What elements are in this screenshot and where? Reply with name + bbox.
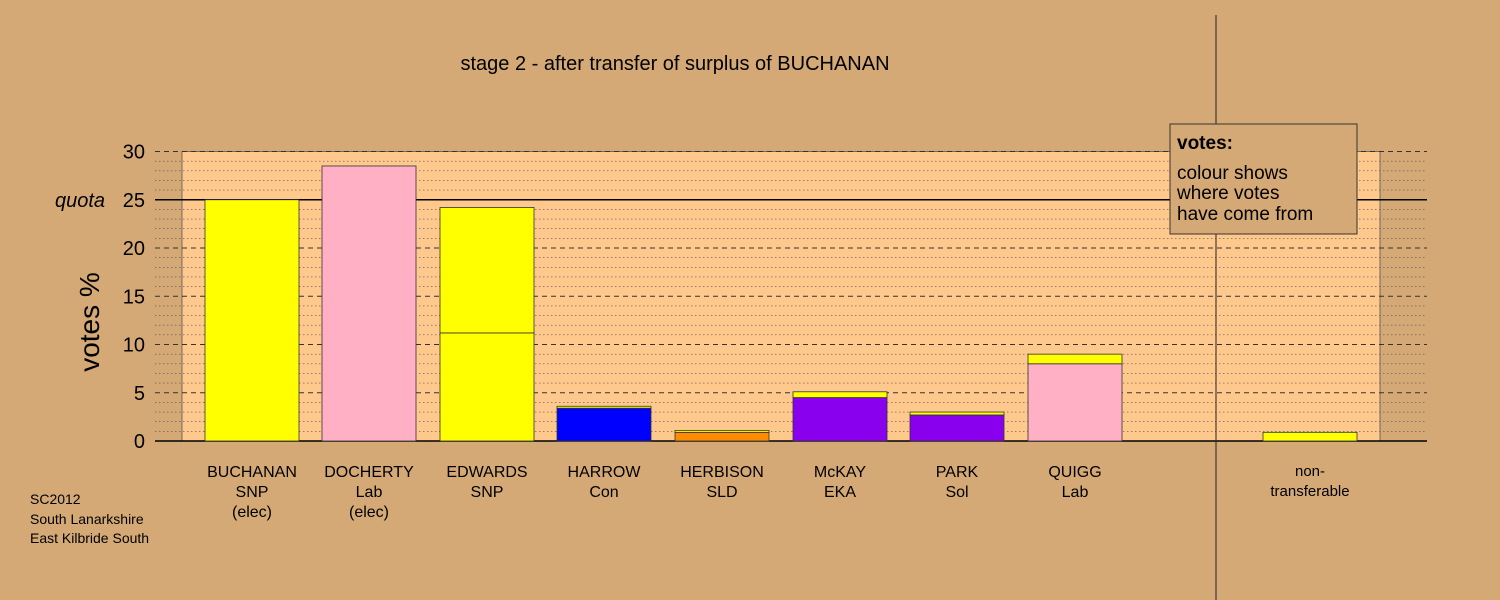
- legend: votes: colour shows where votes have com…: [1169, 123, 1358, 235]
- y-axis: 0 5 10 15 20 25 30 quota: [55, 142, 145, 454]
- candidate-label: HARROW: [568, 464, 642, 481]
- candidate-label: EDWARDS: [446, 464, 527, 481]
- bar-buchanan-segment: [204, 199, 300, 442]
- bar-non-transferable-segment: [1262, 431, 1358, 442]
- bar-park-segment: [909, 414, 1005, 442]
- candidate-label: SLD: [706, 484, 737, 501]
- y-tick-label: 25: [123, 190, 145, 212]
- non-transferable-label: transferable: [1270, 483, 1349, 500]
- footer-info: SC2012 South Lanarkshire East Kilbride S…: [30, 490, 149, 549]
- bar-docherty-segment: [321, 165, 417, 442]
- candidate-label: PARK: [936, 464, 979, 481]
- chart-title: stage 2 - after transfer of surplus of B…: [460, 53, 889, 75]
- bar-quigg-segment: [1027, 353, 1123, 365]
- candidate-label: (elec): [232, 504, 272, 521]
- candidate-label: Lab: [356, 484, 383, 501]
- quota-label: quota: [55, 190, 105, 212]
- category-labels: BUCHANAN SNP (elec) DOCHERTY Lab (elec) EDWARD…: [207, 463, 1350, 521]
- candidate-label: Sol: [945, 484, 968, 501]
- candidate-label: McKAY: [814, 464, 866, 481]
- legend-line-2: where votes: [1176, 183, 1279, 204]
- bar-herbison-segment: [674, 429, 770, 433]
- legend-box: [1169, 123, 1358, 235]
- y-tick-label: 20: [123, 238, 145, 260]
- y-tick-label: 15: [123, 286, 145, 308]
- bar-mckay-segment: [792, 391, 888, 398]
- bar-edwards-segment: [439, 332, 535, 442]
- bar-mckay-segment: [792, 397, 888, 442]
- candidate-label: (elec): [349, 504, 389, 521]
- candidate-label: DOCHERTY: [324, 464, 414, 481]
- y-tick-label: 5: [134, 383, 145, 405]
- bars: [204, 165, 1358, 442]
- candidate-label: SNP: [471, 484, 504, 501]
- bar-quigg-segment: [1027, 363, 1123, 442]
- candidate-label: Con: [589, 484, 618, 501]
- legend-title: votes:: [1177, 133, 1233, 154]
- legend-line-3: have come from: [1177, 204, 1313, 225]
- y-tick-label: 0: [134, 431, 145, 453]
- y-tick-label: 30: [123, 142, 145, 164]
- candidate-label: QUIGG: [1048, 464, 1101, 481]
- candidate-label: HERBISON: [680, 464, 764, 481]
- bar-harrow-segment: [556, 405, 652, 409]
- bar-harrow-segment: [556, 407, 652, 442]
- footer-council: South Lanarkshire: [30, 510, 144, 527]
- bar-herbison-segment: [674, 431, 770, 442]
- bar-edwards-segment: [439, 207, 535, 334]
- legend-line-1: colour shows: [1177, 163, 1288, 184]
- candidate-label: SNP: [236, 484, 269, 501]
- non-transferable-label: non-: [1295, 463, 1325, 480]
- candidate-label: EKA: [824, 484, 856, 501]
- y-axis-label: votes %: [74, 272, 105, 372]
- candidate-label: BUCHANAN: [207, 464, 297, 481]
- footer-election: SC2012: [30, 491, 81, 507]
- bar-park-segment: [909, 411, 1005, 416]
- candidate-label: Lab: [1062, 484, 1089, 501]
- footer-ward: East Kilbride South: [30, 530, 150, 546]
- y-tick-label: 10: [123, 335, 145, 357]
